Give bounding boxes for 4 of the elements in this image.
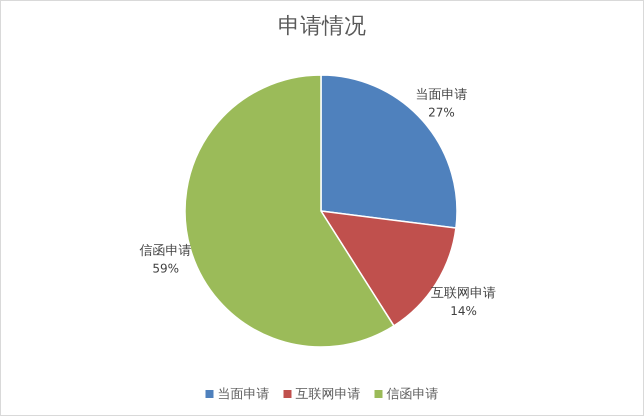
legend-label: 信函申请 [386, 387, 438, 402]
legend-label: 互联网申请 [296, 387, 360, 402]
chart-title: 申请情况 [278, 14, 366, 39]
legend-label: 当面申请 [218, 387, 270, 402]
